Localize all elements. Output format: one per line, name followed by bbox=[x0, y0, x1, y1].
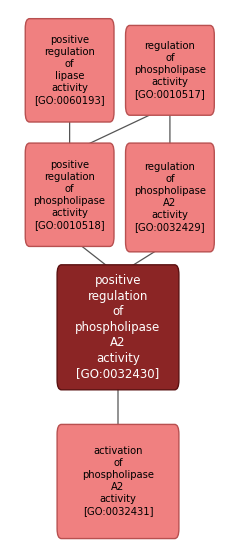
Text: activation
of
phospholipase
A2
activity
[GO:0032431]: activation of phospholipase A2 activity … bbox=[82, 446, 154, 517]
FancyBboxPatch shape bbox=[126, 143, 214, 252]
FancyBboxPatch shape bbox=[25, 143, 114, 247]
Text: regulation
of
phospholipase
activity
[GO:0010517]: regulation of phospholipase activity [GO… bbox=[134, 41, 206, 100]
FancyBboxPatch shape bbox=[57, 424, 179, 538]
Text: regulation
of
phospholipase
A2
activity
[GO:0032429]: regulation of phospholipase A2 activity … bbox=[134, 162, 206, 233]
Text: positive
regulation
of
phospholipase
A2
activity
[GO:0032430]: positive regulation of phospholipase A2 … bbox=[75, 274, 161, 380]
FancyBboxPatch shape bbox=[126, 25, 214, 115]
Text: positive
regulation
of
lipase
activity
[GO:0060193]: positive regulation of lipase activity [… bbox=[34, 35, 105, 105]
Text: positive
regulation
of
phospholipase
activity
[GO:0010518]: positive regulation of phospholipase act… bbox=[34, 160, 106, 230]
FancyBboxPatch shape bbox=[25, 18, 114, 122]
FancyBboxPatch shape bbox=[57, 265, 179, 390]
